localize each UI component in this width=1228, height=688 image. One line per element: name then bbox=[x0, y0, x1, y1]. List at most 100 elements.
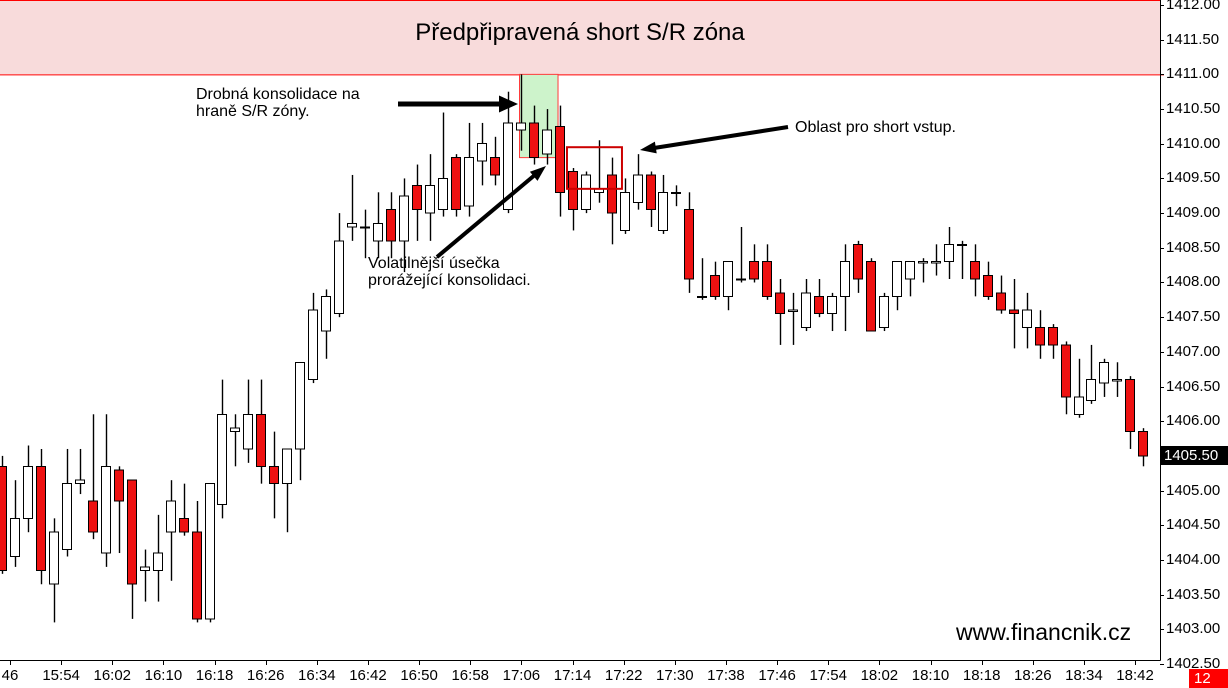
annotation-arrows bbox=[398, 95, 789, 259]
candle-body bbox=[477, 143, 487, 162]
candle-body bbox=[153, 552, 163, 571]
candle-body bbox=[827, 295, 837, 315]
sr-zone bbox=[0, 0, 1160, 75]
candle-body bbox=[1125, 379, 1135, 433]
candle-body bbox=[944, 243, 954, 263]
candle-body bbox=[88, 500, 98, 533]
candle-body bbox=[334, 240, 344, 315]
candle-body bbox=[1048, 327, 1058, 346]
candle-body bbox=[269, 465, 279, 485]
candle-body bbox=[243, 413, 253, 450]
candle-body bbox=[931, 261, 941, 264]
candle-body bbox=[996, 292, 1006, 311]
entry-zone bbox=[565, 146, 623, 190]
candle-body bbox=[542, 129, 552, 155]
candle-body bbox=[114, 469, 124, 502]
candle-body bbox=[75, 479, 85, 485]
candle-body bbox=[386, 209, 396, 242]
candle-body bbox=[308, 309, 318, 381]
candle-body bbox=[347, 223, 357, 228]
candle-body bbox=[775, 292, 785, 315]
candle-body bbox=[970, 261, 980, 280]
candle-body bbox=[633, 174, 643, 204]
candle-body bbox=[1074, 396, 1084, 415]
candle-body bbox=[23, 465, 33, 519]
candle-body bbox=[568, 170, 578, 211]
candle-body bbox=[814, 295, 824, 315]
candle-body bbox=[646, 174, 656, 211]
candle-body bbox=[762, 261, 772, 297]
candle-body bbox=[464, 157, 474, 207]
candle-body bbox=[321, 295, 331, 332]
candle-body bbox=[36, 465, 46, 571]
candle-body bbox=[1022, 309, 1032, 329]
candle-body bbox=[127, 479, 137, 585]
candle-body bbox=[295, 361, 305, 450]
candle-body bbox=[140, 566, 150, 571]
candle-body bbox=[555, 125, 565, 193]
candle-body bbox=[516, 122, 526, 131]
candle-body bbox=[49, 531, 59, 585]
candle-body bbox=[983, 275, 993, 297]
candle-body bbox=[723, 261, 733, 297]
candle-body bbox=[879, 295, 889, 329]
candle-body bbox=[1099, 361, 1109, 384]
candle-body bbox=[1086, 379, 1096, 401]
candle-body bbox=[866, 261, 876, 332]
candle-body bbox=[788, 309, 798, 312]
candle-body bbox=[749, 261, 759, 280]
candle-body bbox=[1061, 344, 1071, 398]
candle-body bbox=[438, 177, 448, 211]
candle-body bbox=[1112, 379, 1122, 382]
candle-body bbox=[957, 243, 967, 247]
candle-body bbox=[529, 122, 539, 159]
candle-body bbox=[918, 261, 928, 264]
candle-body bbox=[425, 184, 435, 214]
candle-body bbox=[166, 500, 176, 533]
candle-body bbox=[840, 261, 850, 297]
candle-body bbox=[399, 195, 409, 242]
candle-body bbox=[684, 209, 694, 280]
candle-body bbox=[10, 517, 20, 557]
candle-body bbox=[697, 295, 707, 299]
candle-body bbox=[905, 261, 915, 280]
candle-body bbox=[217, 413, 227, 505]
corner-badge: 12 bbox=[1189, 669, 1228, 688]
candle-body bbox=[581, 174, 591, 211]
volatile-bar-arrow bbox=[435, 172, 538, 259]
candle-body bbox=[1035, 327, 1045, 346]
candle-body bbox=[412, 184, 422, 211]
candle-body bbox=[607, 174, 617, 214]
candle-body bbox=[801, 292, 811, 329]
candle-body bbox=[360, 226, 370, 229]
entry-arrow bbox=[653, 125, 789, 150]
candle-body bbox=[0, 465, 7, 571]
candle-body bbox=[256, 413, 266, 467]
candle-body bbox=[1009, 309, 1019, 315]
candle-body bbox=[373, 223, 383, 242]
candle-body bbox=[892, 261, 902, 297]
candle-body bbox=[671, 191, 681, 194]
candle-body bbox=[736, 278, 746, 281]
candle-body bbox=[192, 531, 202, 620]
candle-body bbox=[658, 191, 668, 231]
candle-body bbox=[101, 465, 111, 554]
candle-body bbox=[490, 157, 500, 176]
candle-body bbox=[620, 191, 630, 231]
candle-body bbox=[62, 483, 72, 551]
candle-body bbox=[451, 157, 461, 211]
candle-body bbox=[1138, 431, 1148, 457]
candle-body bbox=[282, 448, 292, 485]
volatile-bar-arrow-head bbox=[529, 166, 546, 181]
candle-body bbox=[503, 122, 513, 211]
candle-body bbox=[853, 243, 863, 280]
consolidation-arrow-head bbox=[499, 95, 518, 113]
current-price-tag: 1405.50 bbox=[1161, 446, 1228, 466]
candle-body bbox=[710, 275, 720, 297]
entry-arrow-head bbox=[640, 141, 657, 154]
candle-body bbox=[179, 517, 189, 533]
candle-body bbox=[230, 427, 240, 433]
candle-body bbox=[205, 483, 215, 620]
